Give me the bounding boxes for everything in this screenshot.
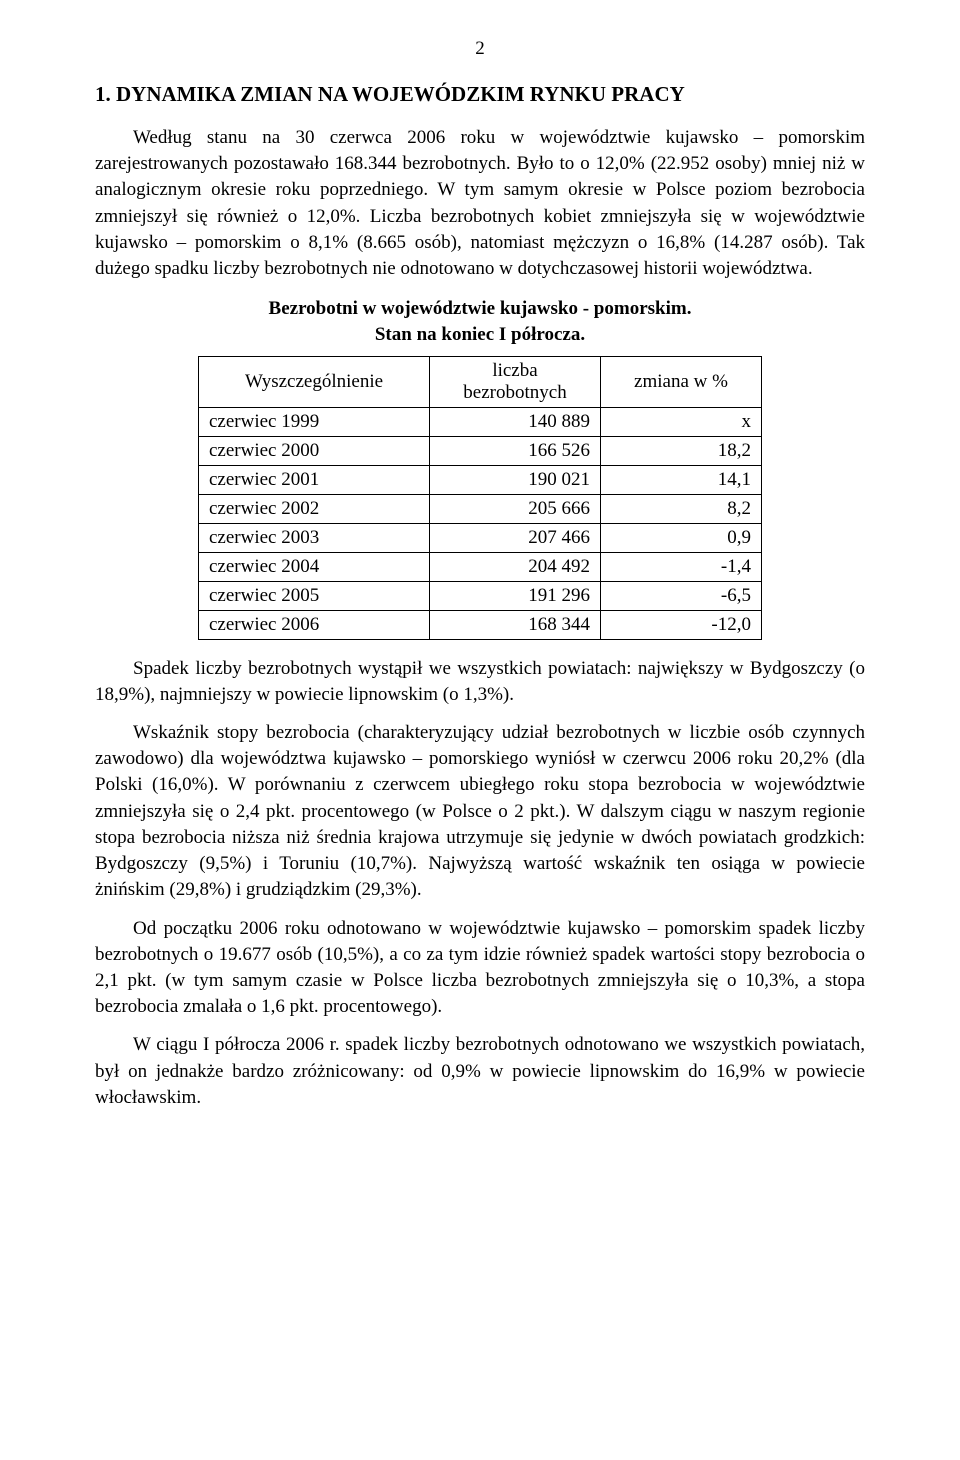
cell-change: 18,2 xyxy=(601,436,762,465)
cell-change: 8,2 xyxy=(601,494,762,523)
table-row: czerwiec 2004 204 492 -1,4 xyxy=(199,552,762,581)
cell-count: 166 526 xyxy=(430,436,601,465)
cell-label: czerwiec 2000 xyxy=(199,436,430,465)
table-header-row: Wyszczególnienie liczba bezrobotnych zmi… xyxy=(199,356,762,407)
cell-count: 207 466 xyxy=(430,523,601,552)
cell-change: 14,1 xyxy=(601,465,762,494)
cell-label: czerwiec 1999 xyxy=(199,407,430,436)
cell-label: czerwiec 2001 xyxy=(199,465,430,494)
col-header-count-bottom: bezrobotnych xyxy=(463,382,566,403)
paragraph-3: Wskaźnik stopy bezrobocia (charakteryzuj… xyxy=(95,720,865,904)
cell-change: x xyxy=(601,407,762,436)
table-row: czerwiec 2002 205 666 8,2 xyxy=(199,494,762,523)
cell-change: -12,0 xyxy=(601,610,762,639)
document-page: 2 1. DYNAMIKA ZMIAN NA WOJEWÓDZKIM RYNKU… xyxy=(0,0,960,1183)
page-number: 2 xyxy=(95,38,865,60)
paragraph-2: Spadek liczby bezrobotnych wystąpił we w… xyxy=(95,656,865,708)
cell-label: czerwiec 2002 xyxy=(199,494,430,523)
cell-count: 191 296 xyxy=(430,581,601,610)
cell-label: czerwiec 2005 xyxy=(199,581,430,610)
cell-count: 204 492 xyxy=(430,552,601,581)
cell-label: czerwiec 2004 xyxy=(199,552,430,581)
col-header-label: Wyszczególnienie xyxy=(199,356,430,407)
cell-count: 168 344 xyxy=(430,610,601,639)
table-row: czerwiec 2001 190 021 14,1 xyxy=(199,465,762,494)
table-row: czerwiec 1999 140 889 x xyxy=(199,407,762,436)
paragraph-1: Według stanu na 30 czerwca 2006 roku w w… xyxy=(95,125,865,282)
paragraph-4: Od początku 2006 roku odnotowano w wojew… xyxy=(95,916,865,1021)
cell-change: -1,4 xyxy=(601,552,762,581)
col-header-count: liczba bezrobotnych xyxy=(430,356,601,407)
cell-change: 0,9 xyxy=(601,523,762,552)
table-row: czerwiec 2006 168 344 -12,0 xyxy=(199,610,762,639)
caption-line-1: Bezrobotni w województwie kujawsko - pom… xyxy=(269,298,692,319)
table-row: czerwiec 2005 191 296 -6,5 xyxy=(199,581,762,610)
unemployment-table: Wyszczególnienie liczba bezrobotnych zmi… xyxy=(198,356,762,640)
cell-count: 140 889 xyxy=(430,407,601,436)
col-header-count-top: liczba xyxy=(492,360,537,381)
cell-count: 205 666 xyxy=(430,494,601,523)
cell-label: czerwiec 2006 xyxy=(199,610,430,639)
paragraph-5: W ciągu I półrocza 2006 r. spadek liczby… xyxy=(95,1032,865,1111)
caption-line-2: Stan na koniec I półrocza. xyxy=(375,324,585,345)
table-caption: Bezrobotni w województwie kujawsko - pom… xyxy=(95,296,865,347)
cell-label: czerwiec 2003 xyxy=(199,523,430,552)
table-row: czerwiec 2003 207 466 0,9 xyxy=(199,523,762,552)
col-header-change: zmiana w % xyxy=(601,356,762,407)
cell-change: -6,5 xyxy=(601,581,762,610)
section-heading: 1. DYNAMIKA ZMIAN NA WOJEWÓDZKIM RYNKU P… xyxy=(95,82,865,107)
table-row: czerwiec 2000 166 526 18,2 xyxy=(199,436,762,465)
cell-count: 190 021 xyxy=(430,465,601,494)
